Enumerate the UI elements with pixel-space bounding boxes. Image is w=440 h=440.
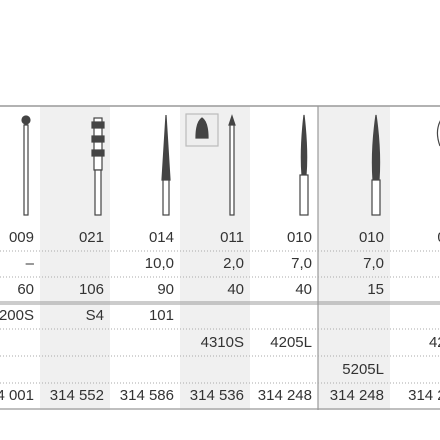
cell: 7,0 xyxy=(363,255,384,272)
cell: 5205L xyxy=(342,361,384,378)
tool-head xyxy=(436,120,440,147)
tool-illustrations xyxy=(21,113,440,216)
cell: 010 xyxy=(359,229,384,246)
thumbnail-tool xyxy=(195,117,209,139)
tool-head xyxy=(161,114,171,181)
tool-ring xyxy=(91,121,105,129)
cell: 314 586 xyxy=(120,387,174,404)
tool-ring xyxy=(91,149,105,157)
cell: 314 27 xyxy=(408,387,440,404)
cell: 021 xyxy=(79,229,104,246)
cell: 60 xyxy=(17,281,34,298)
tool-shank xyxy=(299,174,309,216)
cell: 02 xyxy=(437,229,440,246)
tool-head xyxy=(300,114,308,176)
cell: 200S xyxy=(0,307,34,324)
tool-shank xyxy=(94,169,102,216)
cell: 425 xyxy=(429,334,440,351)
cell: 101 xyxy=(149,307,174,324)
cell: 40 xyxy=(295,281,312,298)
cell: – xyxy=(26,255,35,272)
cell: 15 xyxy=(367,281,384,298)
cell: 314 248 xyxy=(330,387,384,404)
cell: 40 xyxy=(227,281,244,298)
cell: 4310S xyxy=(201,334,244,351)
tool-shank xyxy=(229,124,235,216)
cell: 014 xyxy=(149,229,174,246)
cell: 4205L xyxy=(270,334,312,351)
column-shade xyxy=(180,106,250,410)
cell: 314 536 xyxy=(190,387,244,404)
tool-shank xyxy=(371,179,381,216)
cell: 314 552 xyxy=(50,387,104,404)
cell: 7,0 xyxy=(291,255,312,272)
cell: 90 xyxy=(157,281,174,298)
cell: 009 xyxy=(9,229,34,246)
cell: S4 xyxy=(86,307,104,324)
cell: 106 xyxy=(79,281,104,298)
cell: 011 xyxy=(220,229,244,246)
cell: 10,0 xyxy=(145,255,174,272)
tool-shank xyxy=(162,179,170,216)
tool-head xyxy=(21,115,31,125)
cell: 4 001 xyxy=(0,387,34,404)
tool-ring xyxy=(91,135,105,143)
cell: 2,0 xyxy=(223,255,244,272)
cell: 010 xyxy=(287,229,312,246)
cell: 314 248 xyxy=(258,387,312,404)
tool-shank xyxy=(23,124,29,216)
